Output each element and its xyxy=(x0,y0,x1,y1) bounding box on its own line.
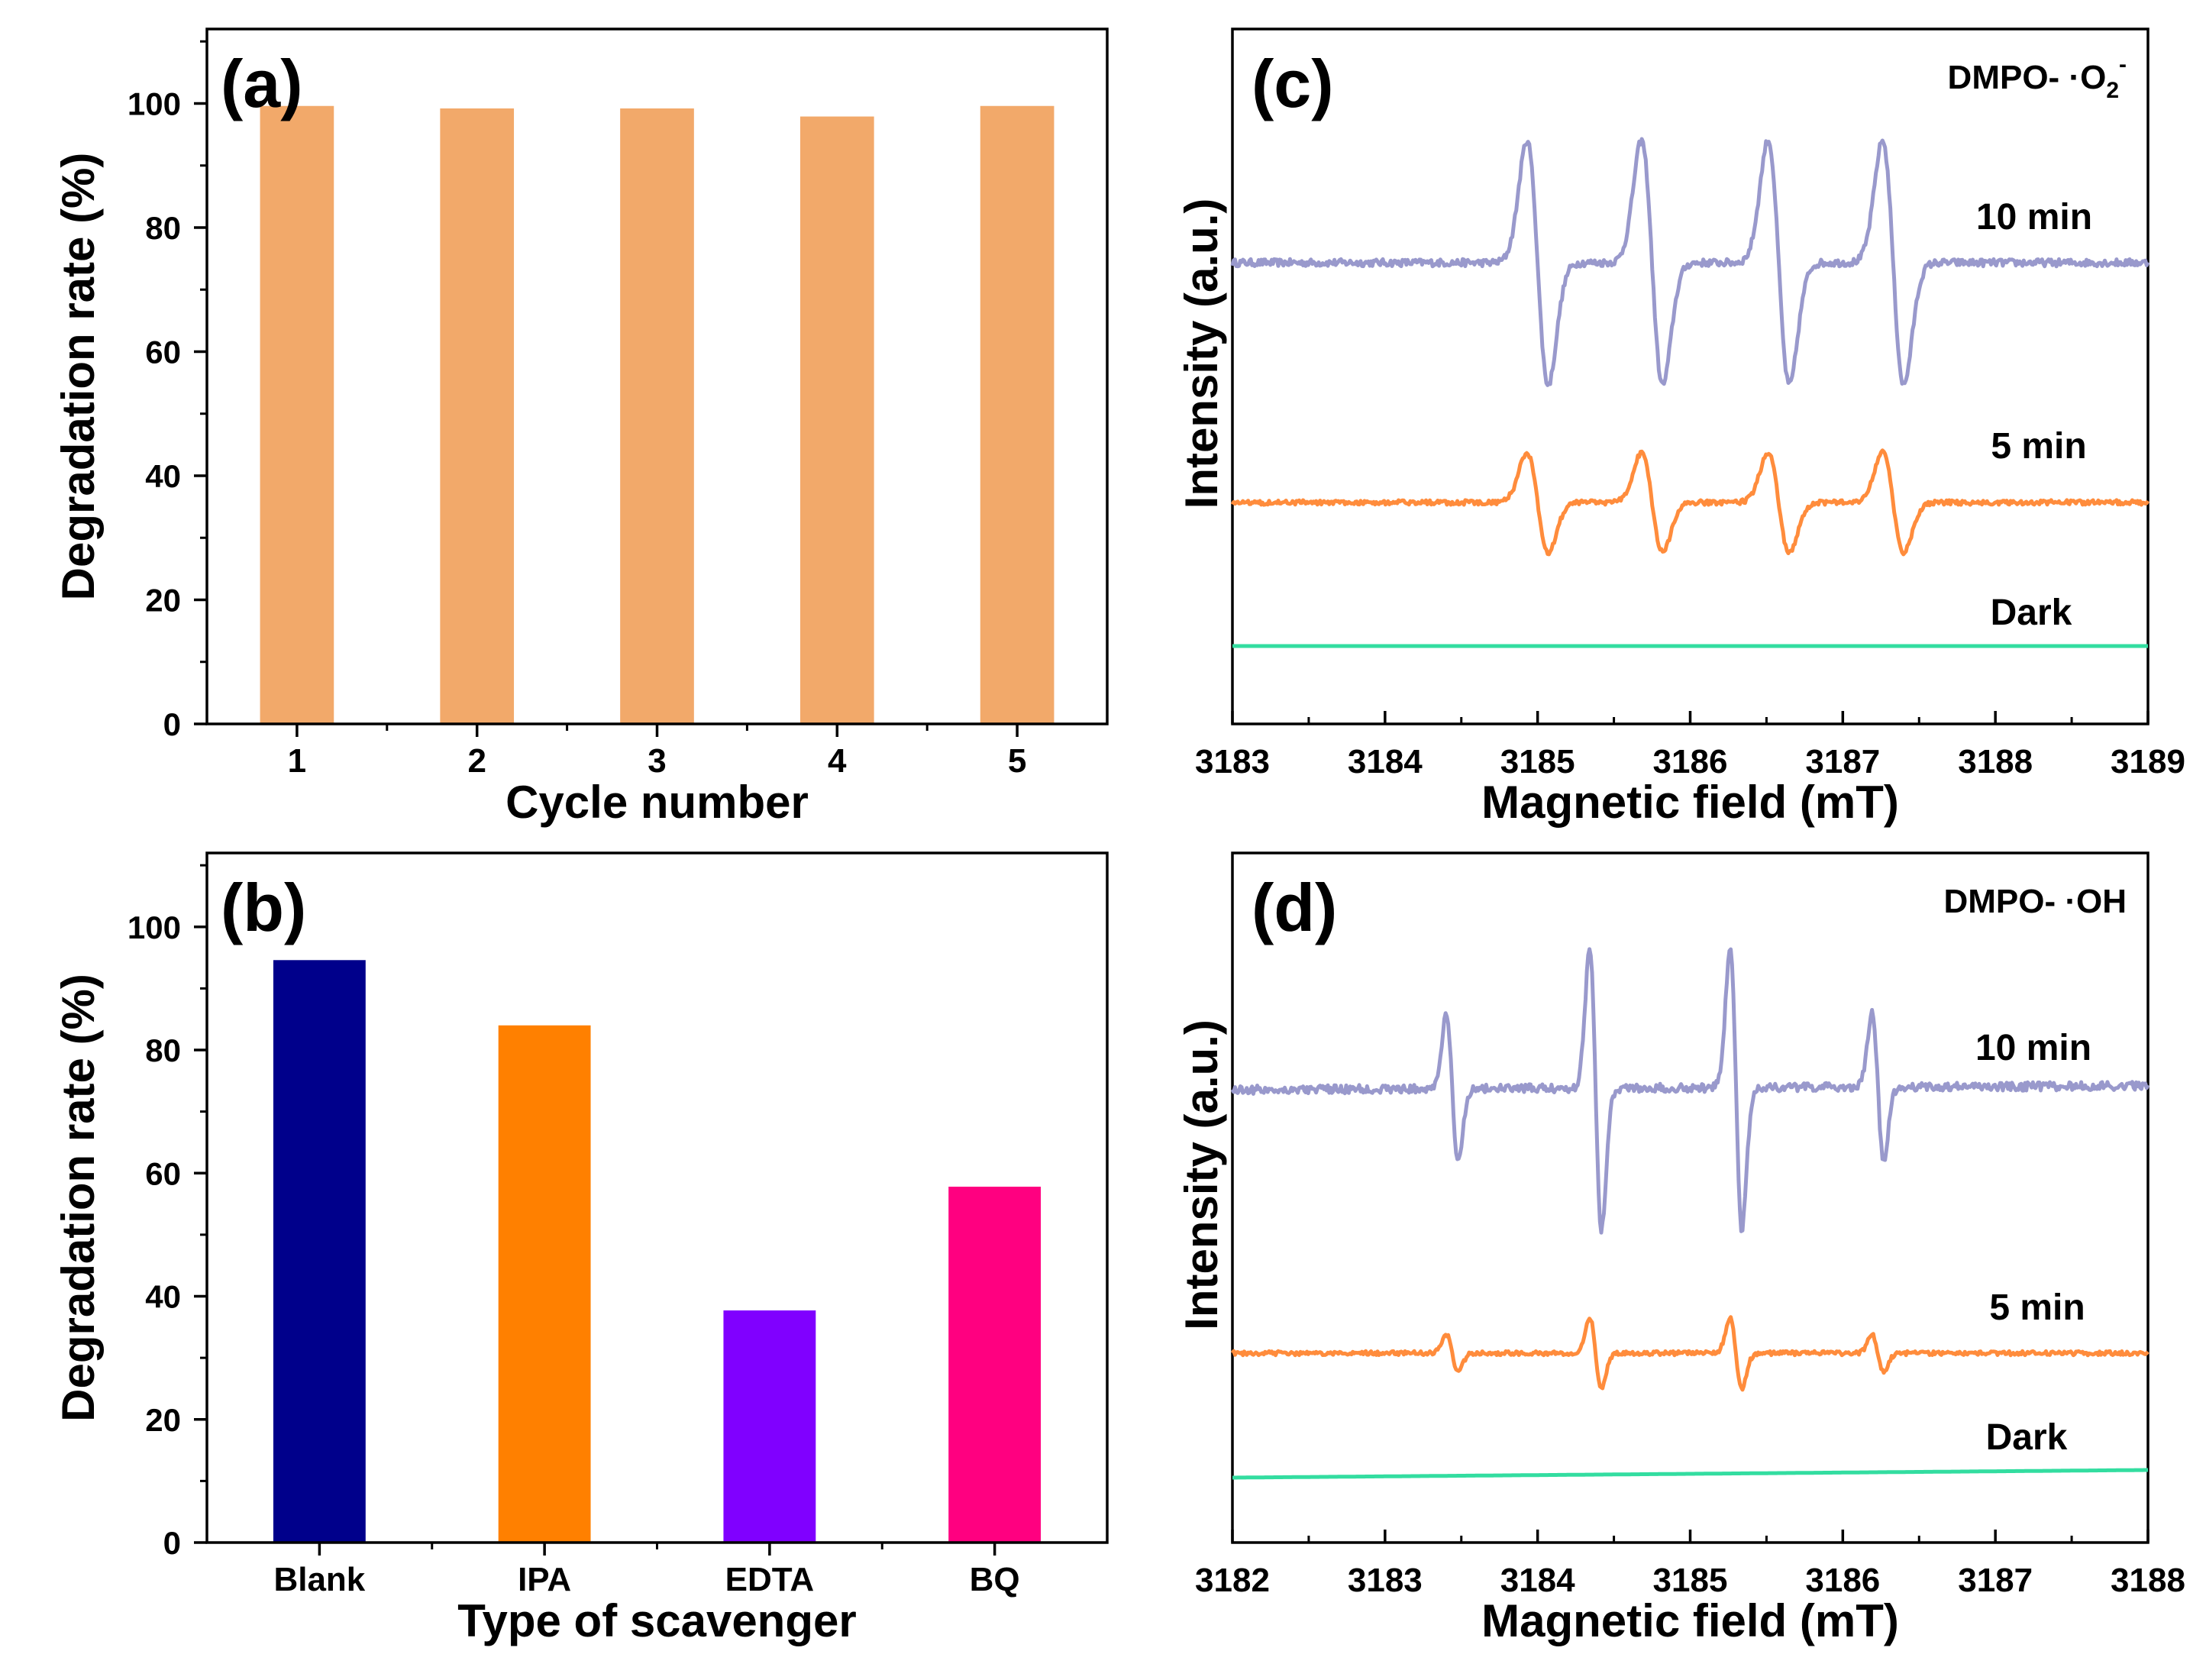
x-tick-label: 3186 xyxy=(1805,1562,1880,1599)
y-tick-label: 100 xyxy=(128,86,181,122)
x-tick-label: 3185 xyxy=(1653,1562,1728,1599)
x-tick-label: 3182 xyxy=(1195,1562,1270,1599)
panel-label: (a) xyxy=(221,46,303,121)
spectrum-line-5-min xyxy=(1230,448,2150,557)
y-axis-title: Degradation rate (%) xyxy=(53,153,104,601)
x-tick-label: BQ xyxy=(970,1561,1020,1598)
panel-title: DMPO- ·O2- xyxy=(1948,52,2127,103)
x-tick-label: 3188 xyxy=(1958,743,2033,780)
y-axis-title: Intensity (a.u.) xyxy=(1176,199,1227,509)
panel-c-epr-spectrum: 10 min 5 min Dark 3183 3184 3185 3186 3187 3188 3… xyxy=(1176,27,2185,828)
x-tick-label: 3184 xyxy=(1348,743,1423,780)
y-tick-label: 80 xyxy=(145,210,181,246)
x-tick-label: 1 xyxy=(288,742,306,780)
spectrum-line-10-min xyxy=(1230,947,2150,1235)
x-tick-label: IPA xyxy=(518,1561,571,1598)
x-tick-label: 3189 xyxy=(2111,743,2185,780)
x-tick-label: 3186 xyxy=(1653,743,1728,780)
x-axis-title: Cycle number xyxy=(505,777,809,828)
series-label: 5 min xyxy=(1989,1287,2085,1328)
bar-5 xyxy=(980,105,1055,724)
x-tick-label: 5 xyxy=(1008,742,1026,780)
series-label: 10 min xyxy=(1975,1028,2091,1068)
y-tick-label: 40 xyxy=(145,1279,181,1315)
y-tick-label: 60 xyxy=(145,334,181,370)
y-tick-label: 0 xyxy=(163,706,181,742)
y-axis-title: Degradation rate (%) xyxy=(53,974,104,1422)
x-tick-label: Blank xyxy=(273,1561,365,1598)
panel-label: (d) xyxy=(1252,870,1337,945)
x-tick-label: 3183 xyxy=(1348,1562,1423,1599)
series-label: 10 min xyxy=(1976,197,2092,237)
y-tick-label: 0 xyxy=(163,1525,181,1561)
y-tick-label: 20 xyxy=(145,1402,181,1438)
x-tick-label: 3 xyxy=(648,742,666,780)
bar-2 xyxy=(440,108,515,724)
y-tick-label: 100 xyxy=(128,909,181,945)
bar-2 xyxy=(498,1025,591,1543)
bar-1 xyxy=(273,960,366,1543)
spectrum-line-10-min xyxy=(1230,137,2150,387)
bar-3 xyxy=(723,1310,816,1543)
panel-title-sup: - xyxy=(2119,52,2127,77)
bar-4 xyxy=(799,116,874,724)
x-axis-title: Magnetic field (mT) xyxy=(1481,1595,1899,1646)
x-tick-label: 3185 xyxy=(1500,743,1575,780)
x-axis-title: Magnetic field (mT) xyxy=(1481,777,1899,828)
y-axis-title: Intensity (a.u.) xyxy=(1176,1019,1227,1330)
y-tick-label: 20 xyxy=(145,583,181,619)
panel-title-main: DMPO- ·O xyxy=(1948,59,2107,96)
panel-title: DMPO- ·OH xyxy=(1943,883,2127,920)
spectrum-line-5-min xyxy=(1230,1315,2149,1392)
x-tick-label: 3187 xyxy=(1805,743,1880,780)
x-tick-label: 3183 xyxy=(1195,743,1270,780)
bar-3 xyxy=(620,108,694,724)
x-tick-label: EDTA xyxy=(725,1561,815,1598)
x-tick-label: 3187 xyxy=(1958,1562,2033,1599)
panel-label: (b) xyxy=(221,870,306,945)
panel-d-epr-spectrum: 10 min 5 min Dark 3182 3183 3184 3185 3186 3187 3… xyxy=(1176,851,2185,1646)
spectrum-line-dark xyxy=(1232,1468,2149,1480)
x-tick-label: 3184 xyxy=(1500,1562,1575,1599)
x-tick-label: 3188 xyxy=(2111,1562,2185,1599)
bar-4 xyxy=(948,1186,1042,1543)
panel-title-main: DMPO- ·OH xyxy=(1943,883,2127,920)
panel-b-bar-chart: 0 20 40 60 80 100 Blank IPA EDTA BQ Type of scaven… xyxy=(53,851,1109,1646)
panel-a-bar-chart: 0 20 40 60 80 100 1 2 3 4 5 Cycle number Degradation… xyxy=(53,27,1109,828)
series-label: 5 min xyxy=(1991,426,2086,467)
x-tick-label: 2 xyxy=(467,742,486,780)
bar-1 xyxy=(260,105,334,724)
y-tick-label: 40 xyxy=(145,458,181,494)
y-tick-label: 60 xyxy=(145,1155,181,1191)
panel-title-sub: 2 xyxy=(2106,78,2119,103)
x-tick-label: 4 xyxy=(828,742,847,780)
x-axis-title: Type of scavenger xyxy=(457,1595,856,1646)
series-label: Dark xyxy=(1986,1417,2068,1458)
panel-label: (c) xyxy=(1252,46,1334,121)
y-tick-label: 80 xyxy=(145,1032,181,1068)
series-label: Dark xyxy=(1991,593,2072,633)
